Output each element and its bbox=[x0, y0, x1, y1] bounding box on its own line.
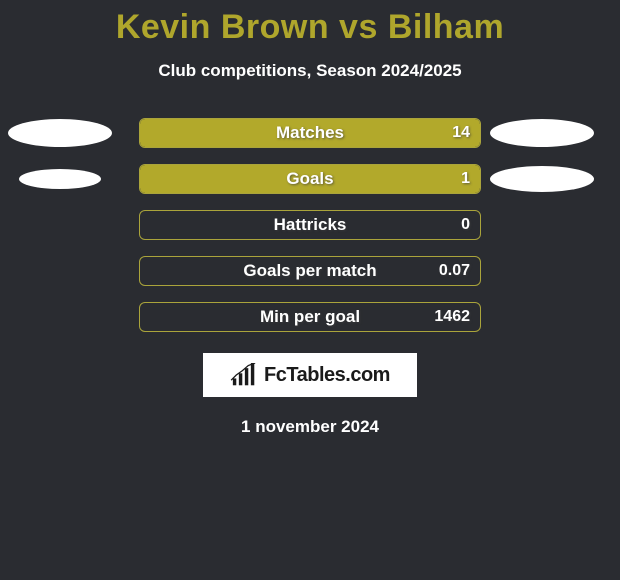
stats-list: Matches 14 Goals 1 Hattricks 0 Goals per match… bbox=[0, 117, 620, 333]
comparison-widget: Kevin Brown vs Bilham Club competitions,… bbox=[0, 0, 620, 437]
brand-name: FcTables.com bbox=[264, 364, 390, 387]
stat-row: Goals per match 0.07 bbox=[0, 255, 620, 287]
subtitle: Club competitions, Season 2024/2025 bbox=[0, 61, 620, 81]
stat-bar: Min per goal 1462 bbox=[139, 302, 481, 332]
player-left-marker bbox=[8, 119, 112, 147]
page-title: Kevin Brown vs Bilham bbox=[0, 8, 620, 47]
bar-chart-icon bbox=[230, 363, 258, 387]
stat-bar: Goals per match 0.07 bbox=[139, 256, 481, 286]
player-right-marker bbox=[490, 119, 594, 147]
stat-label: Goals bbox=[286, 169, 333, 189]
stat-row: Hattricks 0 bbox=[0, 209, 620, 241]
stat-label: Matches bbox=[276, 123, 344, 143]
player-right-marker bbox=[490, 166, 594, 192]
stat-bar: Matches 14 bbox=[139, 118, 481, 148]
stat-row: Min per goal 1462 bbox=[0, 301, 620, 333]
stat-value: 1462 bbox=[434, 308, 470, 326]
stat-value: 0.07 bbox=[439, 262, 470, 280]
brand-logo[interactable]: FcTables.com bbox=[203, 353, 417, 397]
player-left-marker bbox=[19, 169, 101, 189]
stat-row: Matches 14 bbox=[0, 117, 620, 149]
stat-row: Goals 1 bbox=[0, 163, 620, 195]
stat-bar: Hattricks 0 bbox=[139, 210, 481, 240]
stat-label: Goals per match bbox=[243, 261, 376, 281]
stat-label: Hattricks bbox=[274, 215, 347, 235]
stat-label: Min per goal bbox=[260, 307, 360, 327]
stat-value: 1 bbox=[461, 170, 470, 188]
stat-value: 14 bbox=[452, 124, 470, 142]
date-text: 1 november 2024 bbox=[0, 417, 620, 437]
stat-bar: Goals 1 bbox=[139, 164, 481, 194]
stat-value: 0 bbox=[461, 216, 470, 234]
